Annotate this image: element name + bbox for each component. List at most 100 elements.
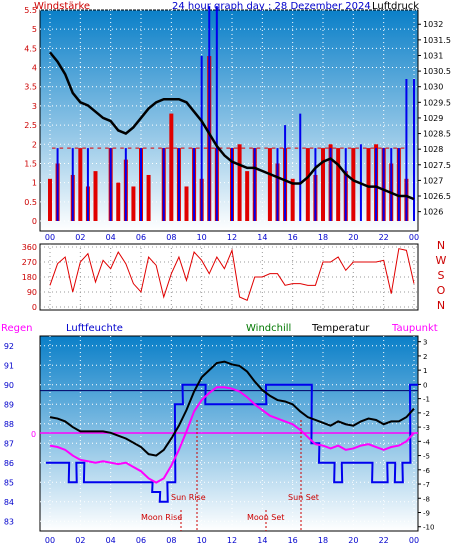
moon-rise-label: Moon Rise [141,513,182,522]
temperature-axis-tick: -8 [423,495,430,503]
wind-label: Windstärke [34,1,90,12]
direction-axis-tick: 270 [22,258,37,267]
wind-axis-tick: 1.5 [24,159,37,168]
wind-axis-tick: 0 [32,217,37,226]
wind-axis-tick: 2.5 [24,121,37,130]
pressure-axis-tick: 1031 [423,51,443,60]
wind-bar [267,148,272,221]
hour-tick: 22 [379,233,389,242]
hour-tick: 14 [257,233,267,242]
hour-tick: 00 [45,233,55,242]
sun-rise-label: Sun Rise [171,493,206,502]
direction-axis-tick: 360 [22,243,37,252]
pressure-axis-tick: 1031.5 [423,36,451,45]
direction-axis-tick: 0 [32,303,37,312]
hour-tick: 10 [197,233,207,242]
wind-bar [169,113,174,221]
temperature-axis-tick: -3 [423,424,430,432]
hour-tick: 00 [45,536,55,545]
dewpoint-label: Taupunkt [391,323,438,334]
temperature-axis-tick: -6 [423,467,431,475]
humidity-axis-tick: 88 [4,420,14,429]
wind-axis-tick: 4 [32,64,37,73]
wind-bar [93,171,98,221]
wind-bar [336,148,341,221]
hour-tick: 12 [227,536,237,545]
temperature-line [49,360,415,457]
humidity-axis-tick: 84 [4,498,14,507]
humidity-axis-tick: 89 [4,400,14,409]
temperature-axis-tick: 2 [423,353,427,361]
hour-tick: 12 [227,233,237,242]
wind-bar [131,186,136,221]
pressure-line [49,51,415,201]
hour-tick: 06 [136,536,146,545]
hour-tick: 02 [75,233,85,242]
wind-axis-tick: 3.5 [24,83,37,92]
direction-axis-tick: 90 [27,288,37,297]
temperature-axis-tick: -5 [423,453,430,461]
hour-tick: 08 [166,233,176,242]
wind-axis-tick: 0.5 [24,198,37,207]
wind-bar [305,148,310,221]
humidity-axis-tick: 92 [4,342,14,351]
wind-bar [321,148,325,221]
hour-tick: 00 [409,536,419,545]
wind-bar [366,148,371,221]
pressure-axis-tick: 1026.5 [423,192,451,201]
humidity-line [46,383,418,503]
hour-tick: 18 [318,233,328,242]
wind-bar [48,178,52,221]
wind-direction-plot-area [39,243,419,311]
temperature-axis-tick: -4 [423,438,431,446]
humidity-axis-tick: 86 [4,459,14,468]
humidity-axis-tick: 85 [4,478,14,487]
compass-letter: S [438,269,445,282]
wind-axis-tick: 3 [32,102,37,111]
humidity-axis-tick: 83 [4,517,14,526]
wind-bar [146,174,151,221]
compass-letter: O [437,284,446,297]
dewpoint-line [49,386,415,484]
pressure-axis-tick: 1027.5 [423,161,451,170]
temperature-axis-tick: -1 [423,396,430,404]
hour-tick: 06 [136,233,146,242]
pressure-axis-tick: 1028.5 [423,130,451,139]
temperature-axis-tick: 3 [423,339,427,347]
humidity-axis-tick: 91 [4,361,14,370]
wind-axis-tick: 4.5 [24,44,37,53]
wind-bar [78,148,83,221]
pressure-axis-tick: 1026 [423,208,443,217]
humidity-axis-tick: 87 [4,439,14,448]
pressure-axis-tick: 1030.5 [423,67,451,76]
temperature-axis-tick: -2 [423,410,430,418]
wind-bar [290,178,295,221]
direction-axis-tick: 180 [22,273,37,282]
windchill-label: Windchill [246,323,291,334]
wind-direction-line [49,248,415,302]
temperature-axis-tick: 1 [423,367,427,375]
temperature-label: Temperatur [311,323,370,334]
wind-axis-tick: 1 [32,179,37,188]
hour-tick: 16 [288,536,298,545]
temperature-axis-tick: -9 [423,509,430,517]
pressure-axis-tick: 1029 [423,114,443,123]
sun-set-label: Sun Set [288,493,319,502]
pressure-axis-tick: 1030 [423,83,443,92]
compass-letter: N [437,299,445,312]
pressure-axis-tick: 1032 [423,20,443,29]
hour-tick: 08 [166,536,176,545]
wind-bar [116,182,121,221]
hour-tick: 20 [348,536,358,545]
compass-letter: W [436,254,447,267]
hour-tick: 04 [106,233,116,242]
wind-bar [351,148,356,221]
hour-tick: 14 [257,536,267,545]
compass-letter: N [437,239,445,252]
page-title: 24 hour graph day : 28 Dezember 2024 [172,1,371,12]
hour-tick: 16 [288,233,298,242]
temperature-axis-tick: -7 [423,481,430,489]
pressure-axis-tick: 1027 [423,176,443,185]
hour-tick: 04 [106,536,116,545]
hour-tick: 22 [379,536,389,545]
